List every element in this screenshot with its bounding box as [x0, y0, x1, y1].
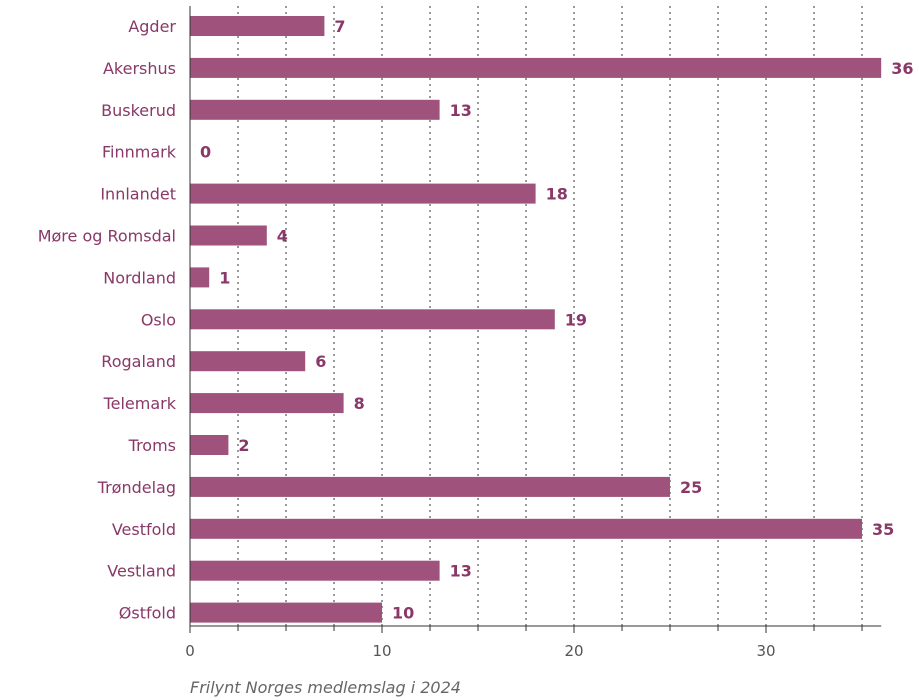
- bar: [190, 16, 325, 36]
- x-axis: 0 10 20 30: [185, 6, 882, 660]
- data-label: 19: [565, 310, 587, 329]
- data-label: 1: [219, 268, 230, 287]
- category-label: Østfold: [119, 604, 176, 623]
- data-label: 7: [334, 17, 345, 36]
- data-label: 8: [354, 394, 365, 413]
- data-label: 36: [891, 59, 913, 78]
- x-tick-label: 20: [564, 642, 583, 660]
- category-label: Rogaland: [101, 352, 176, 371]
- data-label: 35: [872, 520, 894, 539]
- category-label: Agder: [128, 17, 176, 36]
- bar: [190, 309, 555, 330]
- bar: [190, 560, 440, 581]
- bar: [190, 518, 862, 539]
- category-label: Innlandet: [100, 185, 176, 204]
- data-label: 6: [315, 352, 326, 371]
- bar: [190, 99, 440, 120]
- category-labels: Agder Akershus Buskerud Finnmark Innlandet Mø…: [38, 17, 177, 623]
- data-label: 18: [546, 185, 568, 204]
- bar: [190, 602, 382, 623]
- data-label: 0: [200, 143, 211, 162]
- category-label: Buskerud: [101, 101, 176, 120]
- bar-chart: Agder Akershus Buskerud Finnmark Innlandet Mø…: [38, 6, 913, 660]
- x-tick-label: 0: [185, 642, 195, 660]
- bars: [190, 16, 882, 623]
- category-label: Oslo: [141, 310, 176, 329]
- bar: [190, 476, 670, 497]
- bar: [190, 57, 882, 78]
- category-label: Trøndelag: [97, 478, 176, 497]
- category-label: Møre og Romsdal: [38, 227, 176, 246]
- data-label: 13: [450, 562, 472, 581]
- bar: [190, 393, 344, 414]
- category-label: Vestland: [107, 562, 176, 581]
- category-label: Telemark: [103, 394, 177, 413]
- category-label: Nordland: [103, 268, 176, 287]
- category-label: Finnmark: [102, 143, 177, 162]
- bar: [190, 225, 267, 246]
- x-tick-label: 10: [372, 642, 391, 660]
- data-label: 13: [450, 101, 472, 120]
- data-label: 10: [392, 604, 414, 623]
- chart-caption: Frilynt Norges medlemslag i 2024: [190, 678, 461, 697]
- category-label: Troms: [128, 436, 176, 455]
- x-tick-label: 30: [756, 642, 775, 660]
- category-label: Vestfold: [112, 520, 176, 539]
- value-labels: 7 36 13 0 18 4 1 19 6 8 2 25 35 13 10: [200, 17, 913, 623]
- bar: [190, 183, 536, 204]
- data-label: 4: [277, 227, 288, 246]
- bar: [190, 267, 210, 288]
- data-label: 25: [680, 478, 702, 497]
- data-label: 2: [238, 436, 249, 455]
- bar: [190, 351, 306, 372]
- category-label: Akershus: [103, 59, 176, 78]
- bar: [190, 435, 229, 455]
